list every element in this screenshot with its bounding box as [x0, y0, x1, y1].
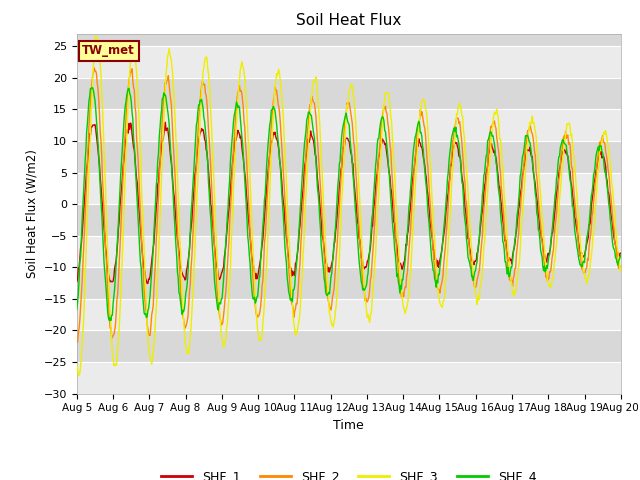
- Y-axis label: Soil Heat Flux (W/m2): Soil Heat Flux (W/m2): [25, 149, 38, 278]
- Bar: [77, 362, 621, 394]
- Bar: [77, 236, 621, 267]
- Bar: [77, 172, 621, 204]
- X-axis label: Time: Time: [333, 419, 364, 432]
- Text: TW_met: TW_met: [82, 44, 135, 58]
- Bar: [77, 46, 621, 78]
- Bar: [77, 299, 621, 330]
- Legend: SHF_1, SHF_2, SHF_3, SHF_4: SHF_1, SHF_2, SHF_3, SHF_4: [156, 465, 541, 480]
- Bar: [77, 330, 621, 362]
- Bar: [77, 204, 621, 236]
- Bar: [77, 78, 621, 109]
- Title: Soil Heat Flux: Soil Heat Flux: [296, 13, 401, 28]
- Bar: [77, 109, 621, 141]
- Bar: [77, 141, 621, 172]
- Bar: [77, 267, 621, 299]
- Bar: [77, 34, 621, 46]
